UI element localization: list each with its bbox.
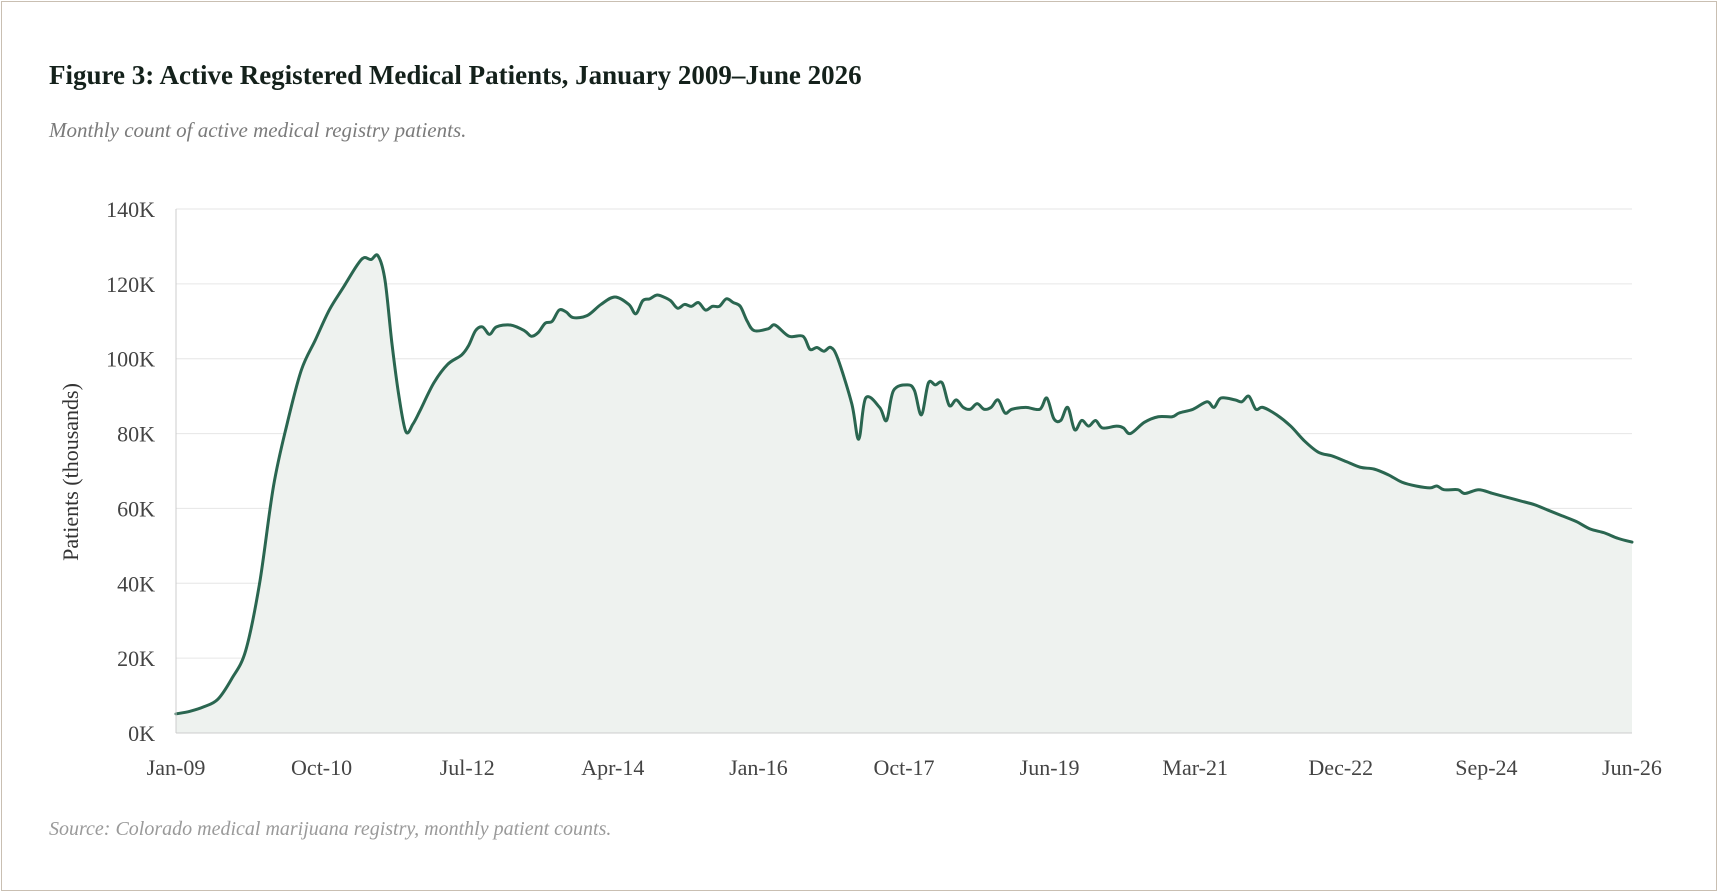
x-tick-label: Dec-22 <box>1308 755 1373 780</box>
y-tick-label: 100K <box>106 347 155 372</box>
y-tick-label: 140K <box>106 197 155 222</box>
x-tick-label: Jan-09 <box>147 755 206 780</box>
tick-labels: 0K 20K 40K 60K 80K 100K 120K 140K Jan-09 Oct-10 Ju… <box>106 197 1662 780</box>
y-tick-label: 20K <box>117 646 155 671</box>
y-tick-label: 0K <box>128 721 155 746</box>
y-tick-label: 40K <box>117 571 155 596</box>
chart-subtitle: Monthly count of active medical registry… <box>49 118 467 142</box>
x-tick-label: Jan-16 <box>729 755 788 780</box>
x-tick-label: Jun-26 <box>1602 755 1662 780</box>
source-note: Source: Colorado medical marijuana regis… <box>49 818 612 840</box>
x-tick-label: Oct-17 <box>873 755 934 780</box>
area-layer <box>174 253 1634 733</box>
axes <box>175 209 1632 734</box>
y-tick-label: 80K <box>117 422 155 447</box>
y-tick-label: 120K <box>106 272 155 297</box>
x-tick-label: Mar-21 <box>1162 755 1228 780</box>
chart-title: Figure 3: Active Registered Medical Pati… <box>49 60 862 90</box>
x-tick-label: Sep-24 <box>1455 755 1517 780</box>
x-tick-label: Jul-12 <box>440 755 495 780</box>
series-area <box>176 254 1632 733</box>
y-axis-label: Patients (thousands) <box>58 383 83 561</box>
y-tick-label: 60K <box>117 496 155 521</box>
x-tick-label: Jun-19 <box>1020 755 1080 780</box>
series-line <box>174 253 1634 716</box>
x-tick-label: Apr-14 <box>581 755 644 780</box>
x-tick-label: Oct-10 <box>291 755 352 780</box>
